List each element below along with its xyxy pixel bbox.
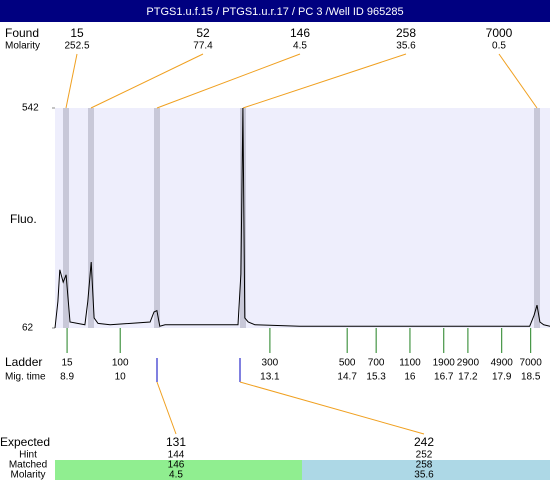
connector — [65, 53, 78, 109]
ladder-size: 4900 — [491, 358, 514, 369]
connector — [156, 381, 177, 435]
peak-band — [154, 108, 160, 328]
connector — [498, 53, 538, 109]
title-bar — [0, 0, 550, 22]
ladder-size: 300 — [262, 358, 279, 369]
found-size: 52 — [196, 26, 210, 40]
mig-time: 13.1 — [260, 372, 280, 383]
matched-label: Matched — [9, 460, 47, 471]
molarity-label: Molarity — [5, 41, 40, 52]
matched: 258 — [416, 460, 433, 471]
plot-area — [55, 108, 550, 328]
ladder-size: 100 — [112, 358, 129, 369]
mig-time: 18.5 — [521, 372, 541, 383]
found-molarity: 0.5 — [492, 41, 506, 52]
found-molarity: 252.5 — [64, 41, 89, 52]
ladder-size: 7000 — [520, 358, 543, 369]
mig-time: 8.9 — [60, 372, 74, 383]
found-size: 7000 — [486, 26, 513, 40]
mig-time: 16 — [404, 372, 416, 383]
hint: 144 — [168, 450, 185, 461]
expected-size: 131 — [166, 435, 186, 449]
ladder-size: 500 — [339, 358, 356, 369]
found-molarity: 77.4 — [193, 41, 213, 52]
found-label: Found — [5, 26, 39, 40]
exp-molarity-label: Molarity — [10, 470, 45, 480]
mig-time-label: Mig. time — [5, 372, 46, 383]
matched: 146 — [168, 460, 185, 471]
found-molarity: 35.6 — [396, 41, 416, 52]
exp-molarity: 4.5 — [169, 470, 183, 480]
y-tick-label: 542 — [22, 103, 39, 114]
trace — [54, 107, 550, 329]
ladder-size: 1100 — [399, 358, 421, 369]
y-tick-label: 62 — [22, 323, 34, 334]
hint: 252 — [416, 450, 433, 461]
connector — [242, 53, 407, 109]
ladder-size: 700 — [368, 358, 385, 369]
y-label: Fluo. — [10, 212, 37, 226]
title: PTGS1.u.f.15 / PTGS1.u.r.17 / PC 3 /Well… — [146, 6, 403, 18]
expected-label: Expected — [0, 435, 50, 449]
matched-band — [55, 460, 302, 480]
connector — [156, 53, 301, 109]
ladder-size: 15 — [62, 358, 74, 369]
matched-band — [302, 460, 550, 480]
ladder-size: 2900 — [457, 358, 480, 369]
mig-time: 14.7 — [337, 372, 357, 383]
peak-band — [240, 108, 246, 328]
peak-band — [63, 108, 69, 328]
found-size: 146 — [290, 26, 310, 40]
found-size: 258 — [396, 26, 416, 40]
connector — [239, 381, 425, 435]
peak-band — [88, 108, 94, 328]
ladder-size: 1900 — [433, 358, 456, 369]
mig-time: 17.2 — [458, 372, 478, 383]
peak-band — [534, 108, 540, 328]
mig-time: 16.7 — [434, 372, 454, 383]
expected-size: 242 — [414, 435, 434, 449]
mig-time: 15.3 — [366, 372, 386, 383]
found-molarity: 4.5 — [293, 41, 307, 52]
ladder-label: Ladder — [5, 355, 42, 369]
found-size: 15 — [70, 26, 84, 40]
mig-time: 10 — [115, 372, 127, 383]
hint-label: Hint — [19, 450, 37, 461]
exp-molarity: 35.6 — [414, 470, 434, 480]
connector — [90, 53, 204, 109]
mig-time: 17.9 — [492, 372, 512, 383]
